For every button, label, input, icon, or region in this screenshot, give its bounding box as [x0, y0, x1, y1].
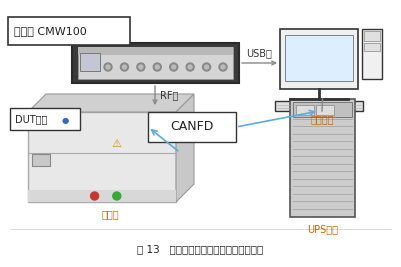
Bar — [78, 47, 233, 79]
Circle shape — [153, 63, 161, 71]
Text: ●: ● — [61, 116, 69, 124]
Bar — [8, 17, 130, 45]
Circle shape — [186, 63, 194, 71]
Bar — [364, 43, 380, 51]
Bar — [32, 154, 50, 166]
Bar — [290, 99, 355, 217]
Polygon shape — [28, 94, 194, 112]
Bar — [148, 112, 236, 142]
Polygon shape — [176, 94, 194, 202]
Circle shape — [104, 63, 112, 71]
Bar — [364, 31, 380, 41]
Circle shape — [155, 65, 159, 69]
Circle shape — [106, 65, 110, 69]
Bar — [72, 43, 239, 83]
Circle shape — [113, 192, 121, 200]
Circle shape — [139, 65, 143, 69]
Text: 图 13   无线和蓝牙测试工位设备架构框图: 图 13 无线和蓝牙测试工位设备架构框图 — [137, 244, 263, 254]
Circle shape — [170, 63, 178, 71]
Text: USB线: USB线 — [247, 48, 272, 58]
Text: 综测仪 CMW100: 综测仪 CMW100 — [14, 26, 87, 36]
Text: UPS电源: UPS电源 — [307, 224, 338, 234]
Circle shape — [205, 65, 209, 69]
Bar — [362, 29, 382, 79]
Text: ⚠: ⚠ — [112, 139, 122, 148]
Circle shape — [221, 65, 225, 69]
Text: 屏蔽筱: 屏蔽筱 — [101, 209, 119, 219]
Bar — [275, 101, 363, 111]
Bar — [293, 102, 352, 117]
Circle shape — [137, 63, 145, 71]
Circle shape — [172, 65, 176, 69]
Text: CANFD: CANFD — [170, 120, 214, 134]
Circle shape — [120, 63, 128, 71]
Bar — [285, 35, 353, 81]
Circle shape — [91, 192, 99, 200]
Circle shape — [219, 63, 227, 71]
Text: RF线: RF线 — [160, 91, 178, 100]
Bar — [28, 190, 176, 202]
Bar — [78, 47, 233, 55]
Circle shape — [122, 65, 126, 69]
Circle shape — [188, 65, 192, 69]
Bar — [80, 53, 100, 71]
Text: DUT产品: DUT产品 — [15, 114, 47, 124]
Bar — [316, 105, 334, 115]
Bar — [280, 29, 358, 89]
Circle shape — [203, 63, 211, 71]
Bar — [28, 112, 176, 202]
Bar — [296, 105, 314, 115]
Bar — [10, 108, 80, 130]
Text: 测试电脑: 测试电脑 — [310, 114, 334, 124]
